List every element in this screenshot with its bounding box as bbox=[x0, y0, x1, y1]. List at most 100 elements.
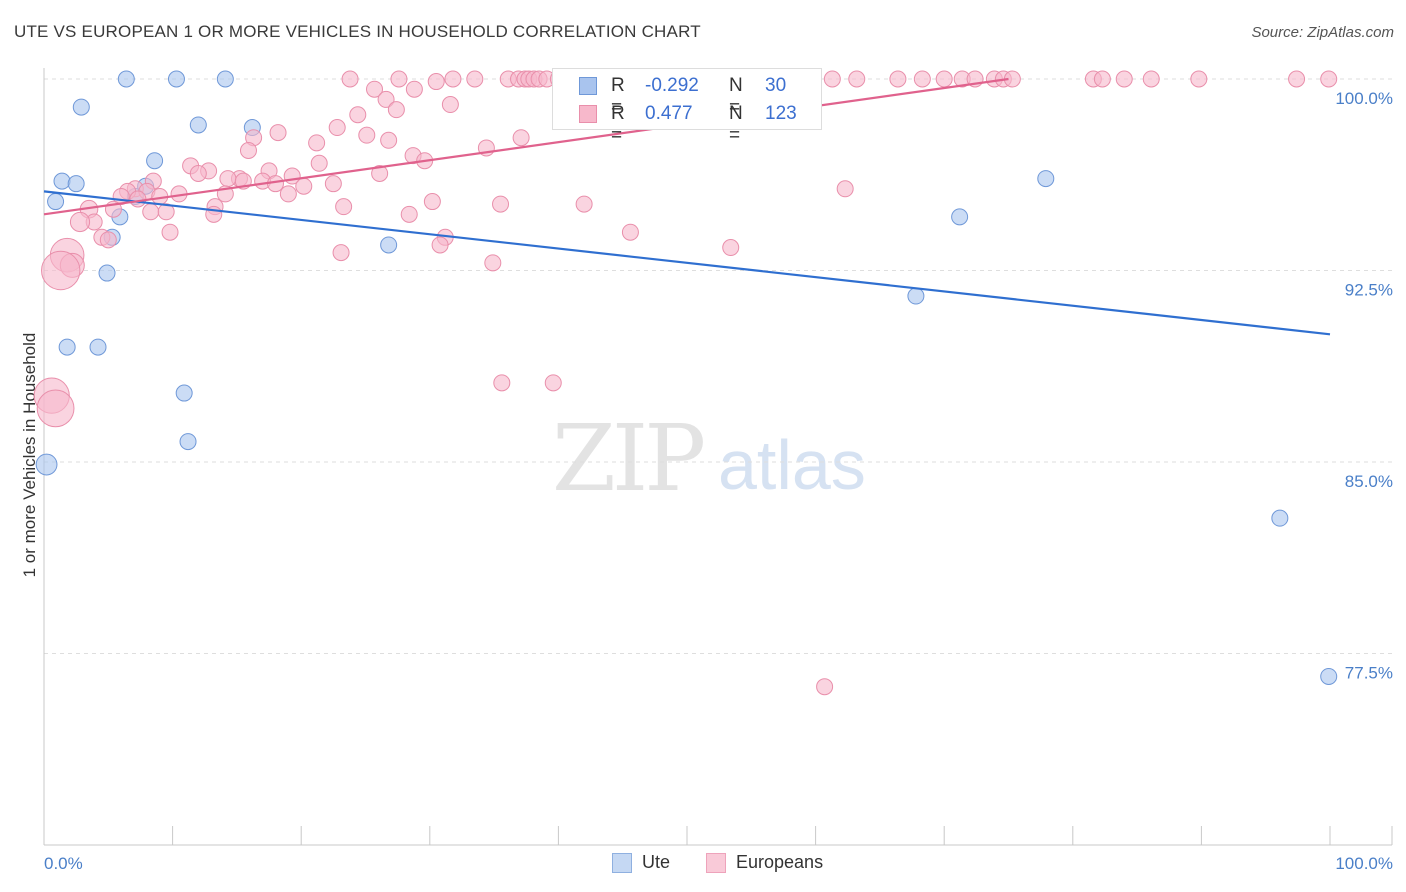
europeans-point bbox=[371, 164, 389, 182]
ute-point bbox=[189, 116, 207, 134]
europeans-point bbox=[341, 70, 359, 88]
europeans-point bbox=[335, 198, 353, 216]
europeans-point bbox=[380, 131, 398, 149]
europeans-point bbox=[1288, 70, 1306, 88]
ute-point bbox=[117, 70, 135, 88]
europeans-point bbox=[387, 101, 405, 119]
y-tick-label: 77.5% bbox=[1345, 664, 1393, 683]
ute-point bbox=[907, 287, 925, 305]
bottom-legend-label-ute: Ute bbox=[642, 852, 671, 872]
europeans-point bbox=[328, 119, 346, 137]
europeans-point bbox=[1093, 70, 1111, 88]
europeans-point bbox=[423, 193, 441, 211]
ute-point bbox=[72, 98, 90, 116]
ute-point bbox=[380, 236, 398, 254]
europeans-point bbox=[722, 239, 740, 257]
ute-point bbox=[951, 208, 969, 226]
europeans-point bbox=[390, 70, 408, 88]
y-tick-label: 100.0% bbox=[1335, 89, 1393, 108]
europeans-point bbox=[512, 129, 530, 147]
legend-n-label: N = bbox=[729, 75, 743, 118]
europeans-point bbox=[332, 244, 350, 262]
europeans-point bbox=[269, 124, 287, 142]
ute-point bbox=[89, 338, 107, 356]
source-label: Source: ZipAtlas.com bbox=[1251, 24, 1394, 41]
legend-r-label: R = bbox=[611, 103, 625, 146]
europeans-point bbox=[239, 141, 257, 159]
ute-point bbox=[53, 172, 71, 190]
europeans-point bbox=[621, 223, 639, 241]
europeans-point bbox=[349, 106, 367, 124]
europeans-point bbox=[816, 678, 834, 696]
ute-point bbox=[1271, 509, 1289, 527]
legend-n-value: 30 bbox=[765, 75, 787, 96]
europeans-point bbox=[99, 231, 117, 249]
europeans-point bbox=[189, 164, 207, 182]
europeans-point bbox=[129, 190, 147, 208]
europeans-point bbox=[377, 90, 395, 108]
europeans-point bbox=[310, 154, 328, 172]
europeans-point bbox=[1142, 70, 1160, 88]
europeans-point bbox=[441, 96, 459, 114]
ute-point bbox=[175, 384, 193, 402]
legend-n-value: 123 bbox=[765, 103, 797, 124]
ute-point bbox=[58, 338, 76, 356]
europeans-point bbox=[324, 175, 342, 193]
europeans-point bbox=[400, 205, 418, 223]
europeans-point bbox=[823, 70, 841, 88]
europeans-point bbox=[466, 70, 484, 88]
europeans-point bbox=[836, 180, 854, 198]
ute-point bbox=[146, 152, 164, 170]
europeans-point bbox=[295, 177, 313, 195]
watermark-atlas: atlas bbox=[718, 426, 866, 504]
x-tick-label: 100.0% bbox=[1335, 854, 1393, 873]
europeans-trend-line bbox=[43, 77, 1009, 216]
europeans-point bbox=[1115, 70, 1133, 88]
europeans-point bbox=[431, 236, 449, 254]
europeans-point bbox=[142, 203, 160, 221]
ute-point bbox=[1320, 667, 1338, 685]
europeans-point bbox=[889, 70, 907, 88]
x-tick-label: 0.0% bbox=[44, 854, 83, 873]
legend-r-value: -0.292 bbox=[645, 75, 699, 96]
europeans-point bbox=[544, 374, 562, 392]
europeans-point bbox=[405, 80, 423, 98]
y-tick-label: 85.0% bbox=[1345, 472, 1393, 491]
ute-point bbox=[47, 193, 65, 211]
y-tick-label: 92.5% bbox=[1345, 281, 1393, 300]
legend-n-label: N = bbox=[729, 103, 743, 146]
europeans-point bbox=[219, 170, 237, 188]
europeans-point bbox=[444, 70, 462, 88]
ute-point bbox=[98, 264, 116, 282]
stats-legend: R = -0.292 N = 30 R = 0.477 N = 123 bbox=[552, 68, 822, 146]
europeans-point bbox=[484, 254, 502, 272]
bottom-legend-swatch-europeans bbox=[706, 853, 726, 873]
ute-point bbox=[179, 433, 197, 451]
legend-r-label: R = bbox=[611, 75, 625, 118]
europeans-point bbox=[358, 126, 376, 144]
bottom-legend-swatch-ute bbox=[612, 853, 632, 873]
europeans-point bbox=[913, 70, 931, 88]
chart-title: UTE VS EUROPEAN 1 OR MORE VEHICLES IN HO… bbox=[14, 22, 701, 41]
ute-point bbox=[1037, 170, 1055, 188]
europeans-point bbox=[279, 185, 297, 203]
europeans-point bbox=[308, 134, 326, 152]
legend-swatch-ute bbox=[579, 77, 597, 95]
ute-point bbox=[216, 70, 234, 88]
ute-point bbox=[67, 175, 85, 193]
ute-point bbox=[167, 70, 185, 88]
watermark-zip: ZIP bbox=[552, 405, 706, 512]
europeans-point bbox=[1190, 70, 1208, 88]
europeans-point bbox=[935, 70, 953, 88]
europeans-point bbox=[36, 389, 75, 428]
legend-swatch-europeans bbox=[579, 105, 597, 123]
europeans-point bbox=[492, 195, 510, 213]
europeans-point bbox=[848, 70, 866, 88]
europeans-point bbox=[427, 73, 445, 91]
europeans-point bbox=[161, 223, 179, 241]
europeans-point bbox=[493, 374, 511, 392]
ute-point bbox=[35, 453, 58, 476]
europeans-point bbox=[1320, 70, 1338, 88]
europeans-point bbox=[575, 195, 593, 213]
